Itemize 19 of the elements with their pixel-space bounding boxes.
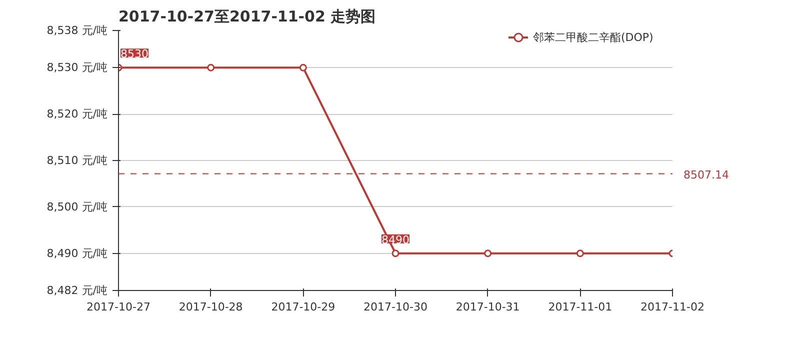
x-tick-label: 2017-10-27 (86, 300, 150, 314)
annotation: 8530 (120, 48, 148, 61)
x-tick-label: 2017-10-30 (364, 300, 428, 314)
y-tick-label: 8,482 元/吨 (46, 284, 108, 297)
ref-line-label: 8507.14 (684, 168, 729, 182)
x-tick-label: 2017-11-02 (640, 300, 704, 314)
y-tick-label: 8,500 元/吨 (46, 200, 108, 214)
x-tick-label: 2017-10-29 (271, 300, 336, 314)
x-tick-label: 2017-11-01 (548, 300, 612, 314)
x-tick-label: 2017-10-28 (178, 300, 243, 314)
y-tick-label: 8,490 元/吨 (46, 246, 108, 260)
x-tick-label: 2017-10-31 (456, 300, 520, 314)
y-tick-label: 8,520 元/吨 (46, 108, 108, 121)
y-tick-label: 8,510 元/吨 (46, 154, 108, 167)
chart-title: 2017-10-27至2017-11-02 走势图 (118, 8, 376, 26)
y-tick-label: 8,530 元/吨 (46, 61, 108, 74)
annotation: 8490 (382, 233, 410, 246)
y-tick-label: 8,538 元/吨 (46, 24, 108, 37)
legend-label: 邻苯二甲酸二辛酯(DOP) (533, 30, 654, 44)
